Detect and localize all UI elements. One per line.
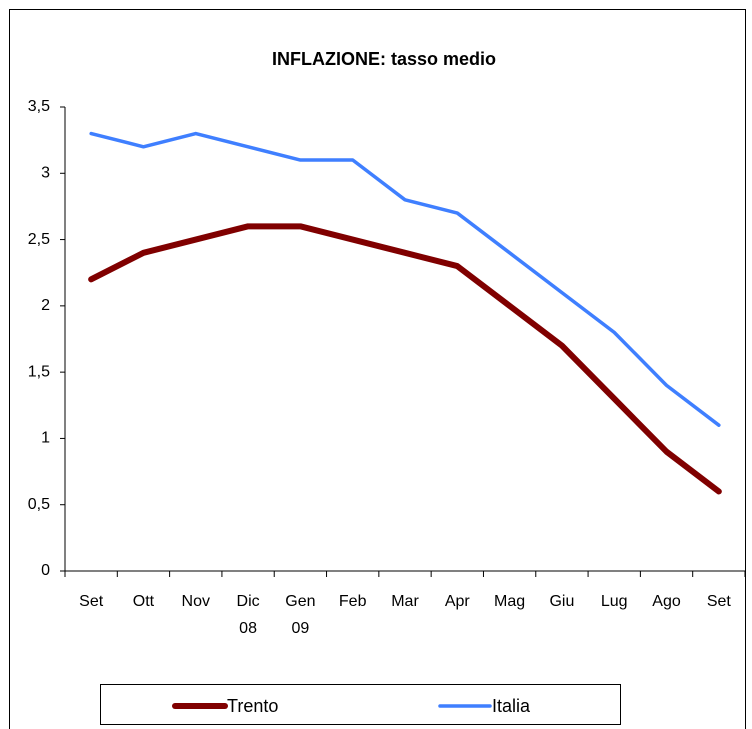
- x-tick-label: Lug: [601, 593, 628, 610]
- y-tick-label: 1,5: [28, 363, 50, 380]
- chart-title: INFLAZIONE: tasso medio: [272, 49, 496, 69]
- x-tick-label: Mar: [391, 593, 419, 610]
- y-tick-label: 0: [41, 562, 50, 579]
- x-tick-label: Apr: [445, 593, 471, 610]
- y-tick-label: 3: [41, 165, 50, 182]
- legend-label: Italia: [492, 696, 531, 716]
- series-line: [88, 223, 722, 495]
- x-tick-label: Nov: [182, 593, 210, 610]
- x-tick-label: Gen 09: [285, 593, 315, 637]
- chart-frame: [9, 9, 746, 729]
- x-tick-label: Feb: [339, 593, 367, 610]
- x-tick-label: Ott: [133, 593, 155, 610]
- y-tick-label: 2: [41, 297, 50, 314]
- legend-label: Trento: [227, 696, 278, 716]
- x-tick-label: Set: [79, 593, 104, 610]
- y-tick-label: 0,5: [28, 496, 50, 513]
- y-tick-label: 3,5: [28, 98, 50, 115]
- x-tick-label: Giu: [549, 593, 574, 610]
- y-tick-label: 2,5: [28, 231, 50, 248]
- x-tick-label: Dic 08: [237, 593, 260, 637]
- x-tick-label: Mag: [494, 593, 525, 610]
- y-tick-label: 1: [41, 430, 50, 447]
- series-line: [89, 131, 721, 427]
- x-tick-label: Ago: [652, 593, 681, 610]
- x-tick-label: Set: [707, 593, 732, 610]
